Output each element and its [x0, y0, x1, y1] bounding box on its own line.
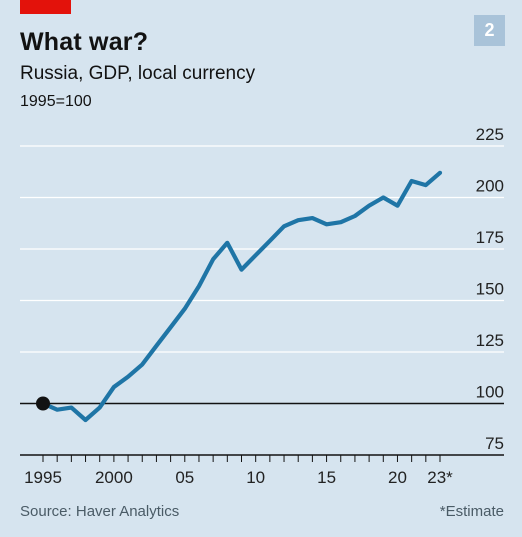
x-tick-label: 10 — [246, 468, 265, 487]
source-note: Source: Haver Analytics — [20, 503, 180, 520]
x-tick-label: 2000 — [95, 468, 133, 487]
x-tick-label: 1995 — [24, 468, 62, 487]
start-point-marker — [36, 396, 50, 411]
gridlines — [20, 145, 504, 405]
y-tick-label: 100 — [476, 383, 504, 402]
x-tick-label: 20 — [388, 468, 407, 487]
x-tick-label: 23* — [427, 468, 453, 487]
chart-subtitle: Russia, GDP, local currency — [20, 63, 256, 84]
gdp-line — [40, 170, 443, 423]
y-tick-label: 175 — [476, 228, 504, 247]
index-base-note: 1995=100 — [20, 93, 92, 110]
estimate-footnote: *Estimate — [439, 503, 504, 520]
chart-number-badge: 2 — [474, 15, 505, 46]
x-axis: 1995 2000 05 10 15 20 23* — [20, 454, 504, 487]
y-tick-label: 225 — [476, 125, 504, 144]
series-layer — [36, 170, 443, 423]
x-tick-label: 05 — [175, 468, 194, 487]
y-tick-label: 75 — [485, 434, 504, 453]
y-axis-labels: 75 100 125 150 175 200 225 — [476, 125, 504, 453]
brand-red-tag — [20, 0, 71, 14]
y-tick-label: 150 — [476, 280, 504, 299]
x-tick-label: 15 — [317, 468, 336, 487]
y-tick-label: 200 — [476, 177, 504, 196]
chart-title: What war? — [20, 28, 149, 56]
y-tick-label: 125 — [476, 331, 504, 350]
